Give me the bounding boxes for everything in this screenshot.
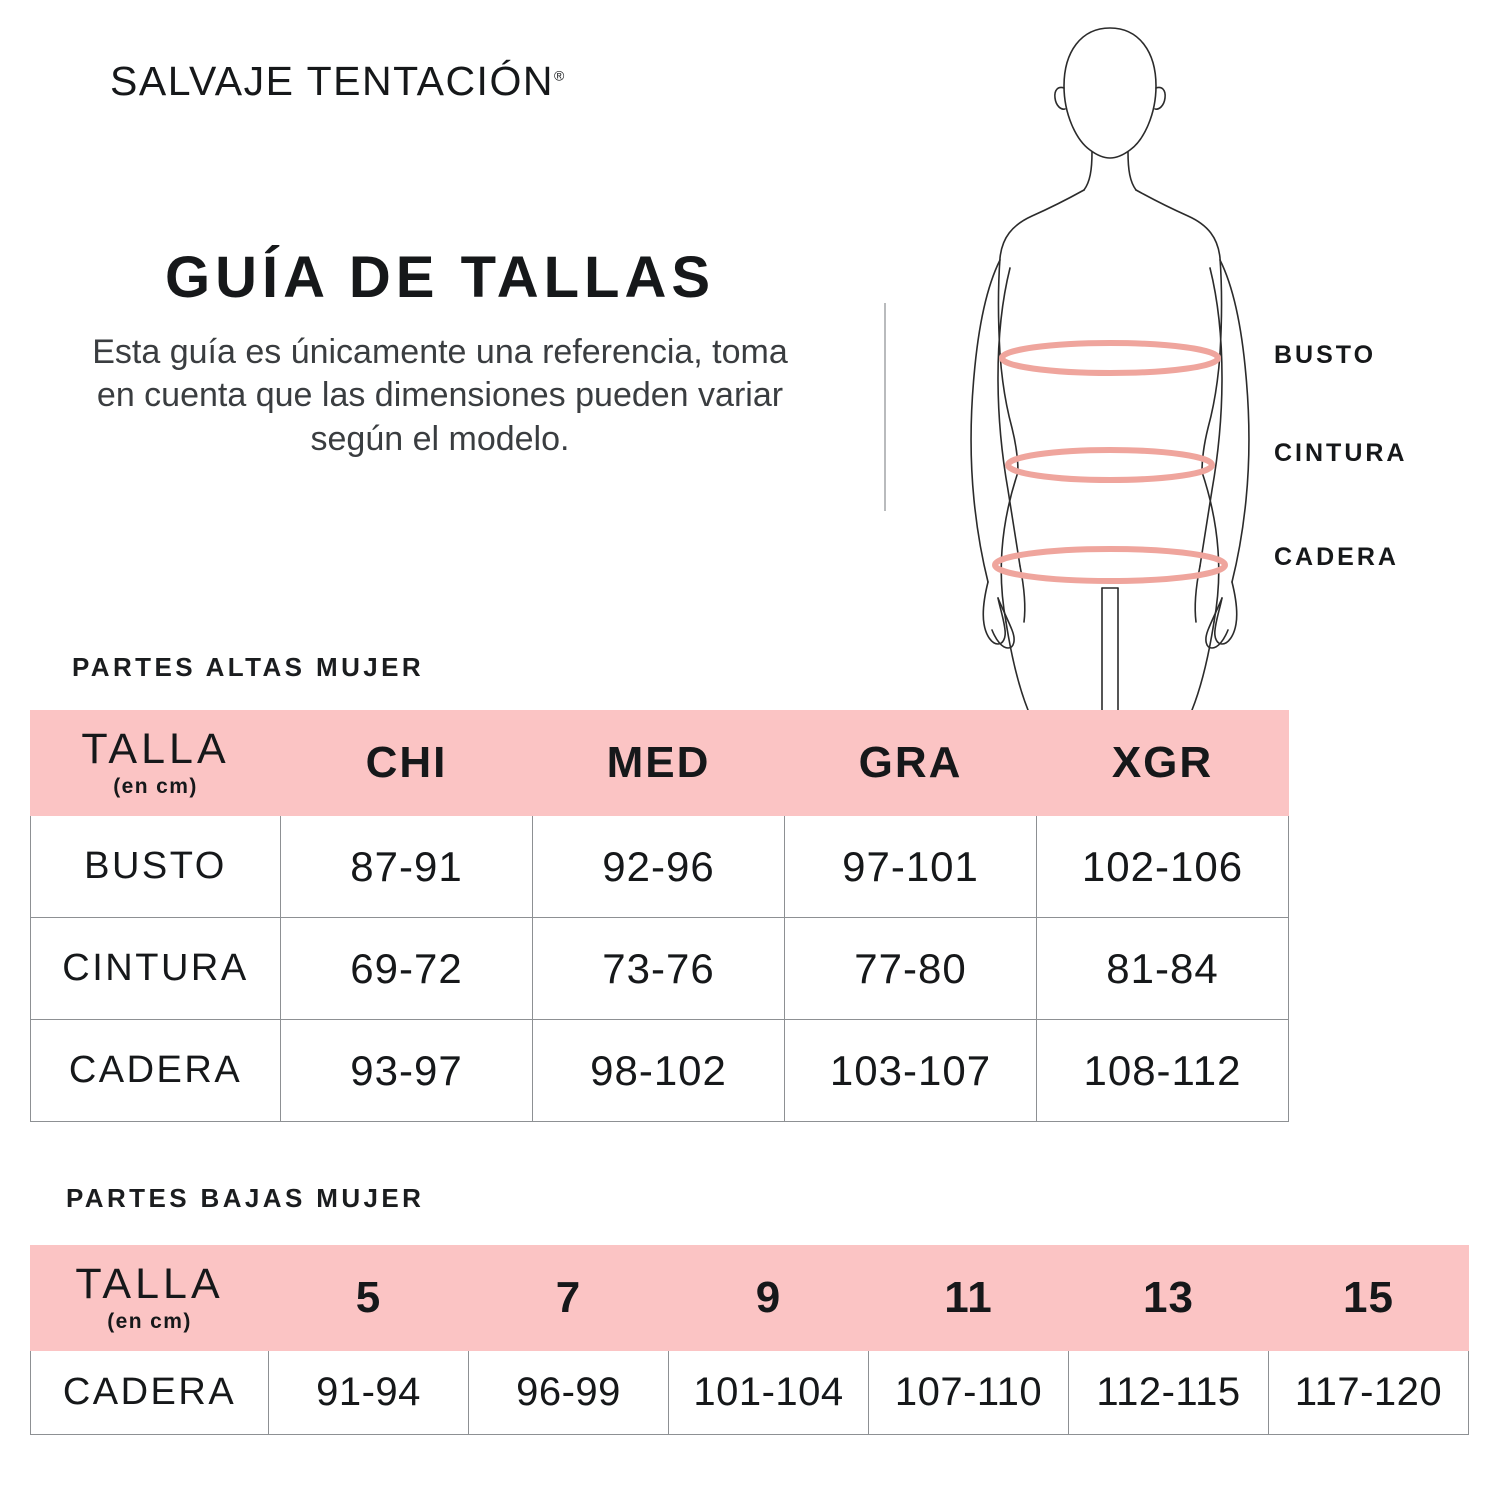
table-header-row: TALLA (en cm) CHI MED GRA XGR [30, 710, 1289, 816]
header-size-7: 7 [468, 1245, 669, 1351]
cell-cintura-gra: 77-80 [784, 917, 1037, 1020]
cell-cadera-5: 91-94 [268, 1350, 469, 1435]
page-subtitle: Esta guía es únicamente una referencia, … [92, 332, 788, 458]
cell-cadera-chi: 93-97 [280, 1019, 533, 1122]
row-label-busto: BUSTO [30, 815, 281, 918]
figure-label-busto: BUSTO [1274, 341, 1377, 369]
cell-cintura-chi: 69-72 [280, 917, 533, 1020]
cell-cadera-15: 117-120 [1268, 1350, 1469, 1435]
header-size-gra: GRA [784, 710, 1037, 816]
cell-cadera-9: 101-104 [668, 1350, 869, 1435]
table-header-row: TALLA (en cm) 5 7 9 11 13 15 [30, 1245, 1469, 1351]
header-size-5: 5 [268, 1245, 469, 1351]
female-body-figure-icon [940, 10, 1280, 710]
cell-busto-gra: 97-101 [784, 815, 1037, 918]
cell-cadera-11: 107-110 [868, 1350, 1069, 1435]
cell-cadera-13: 112-115 [1068, 1350, 1269, 1435]
header-talla-label: TALLA [75, 1260, 224, 1309]
cell-busto-chi: 87-91 [280, 815, 533, 918]
row-label-cintura: CINTURA [30, 917, 281, 1020]
figure-label-cintura: CINTURA [1274, 439, 1408, 467]
table-partes-bajas-mujer: TALLA (en cm) 5 7 9 11 13 15 CADERA 91-9… [30, 1245, 1469, 1435]
table-row: BUSTO 87-91 92-96 97-101 102-106 [30, 815, 1289, 918]
table-row: CINTURA 69-72 73-76 77-80 81-84 [30, 917, 1289, 1020]
section-caption-partes-bajas: PARTES BAJAS MUJER [66, 1183, 425, 1213]
page-title: GUÍA DE TALLAS [164, 245, 716, 310]
header-talla-unit: (en cm) [107, 1309, 192, 1333]
header-size-chi: CHI [280, 710, 533, 816]
brand-logo: SALVAJE TENTACIÓN® [110, 58, 564, 105]
header-talla: TALLA (en cm) [30, 1245, 269, 1351]
row-label-cadera: CADERA [30, 1019, 281, 1122]
cell-cintura-xgr: 81-84 [1036, 917, 1289, 1020]
header-size-11: 11 [868, 1245, 1069, 1351]
vertical-divider [884, 303, 886, 511]
figure-label-cadera: CADERA [1274, 543, 1399, 571]
heading-block: GUÍA DE TALLAS Esta guía es únicamente u… [30, 245, 850, 461]
table-row: CADERA 93-97 98-102 103-107 108-112 [30, 1019, 1289, 1122]
brand-name: SALVAJE TENTACIÓN [110, 58, 554, 104]
cell-busto-xgr: 102-106 [1036, 815, 1289, 918]
row-label-cadera: CADERA [30, 1350, 269, 1435]
cell-cadera-med: 98-102 [532, 1019, 785, 1122]
cell-cadera-gra: 103-107 [784, 1019, 1037, 1122]
registered-trademark-icon: ® [553, 67, 565, 84]
cell-cadera-7: 96-99 [468, 1350, 669, 1435]
section-caption-partes-altas: PARTES ALTAS MUJER [72, 652, 425, 682]
header-size-15: 15 [1268, 1245, 1469, 1351]
cell-cadera-xgr: 108-112 [1036, 1019, 1289, 1122]
header-talla: TALLA (en cm) [30, 710, 281, 816]
header-talla-label: TALLA [81, 725, 230, 774]
header-size-13: 13 [1068, 1245, 1269, 1351]
table-partes-altas-mujer: TALLA (en cm) CHI MED GRA XGR BUSTO 87-9… [30, 710, 1289, 1122]
cell-cintura-med: 73-76 [532, 917, 785, 1020]
header-size-med: MED [532, 710, 785, 816]
header-talla-unit: (en cm) [113, 774, 198, 798]
table-row: CADERA 91-94 96-99 101-104 107-110 112-1… [30, 1350, 1469, 1435]
cell-busto-med: 92-96 [532, 815, 785, 918]
header-size-xgr: XGR [1036, 710, 1289, 816]
header-size-9: 9 [668, 1245, 869, 1351]
